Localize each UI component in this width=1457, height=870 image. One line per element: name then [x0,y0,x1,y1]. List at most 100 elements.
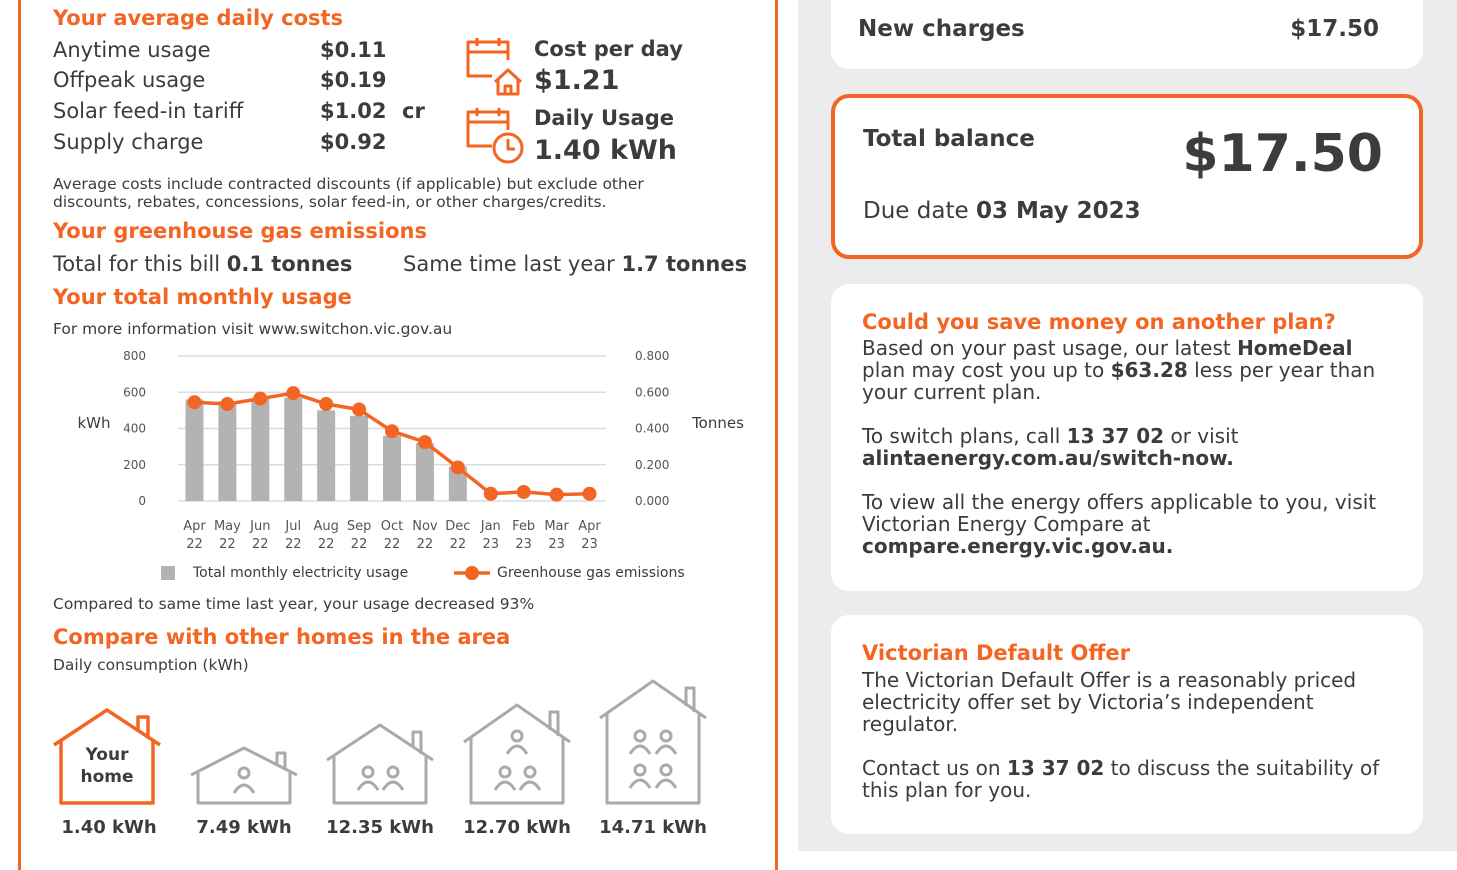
daily-usage-value: 1.40 kWh [534,135,677,166]
compare-homes-heading: Compare with other homes in the area [53,625,511,649]
text-span: plan may cost you up to [862,358,1111,382]
y-tick-label: 200 [123,458,146,472]
x-tick-label: Apr [578,519,601,534]
house-three-people-icon [463,703,571,805]
default-offer-heading: Victorian Default Offer [862,641,1130,665]
your-home-icon [53,708,161,805]
home-consumption-value: 7.49 kWh [196,817,292,838]
cost-row-label: Offpeak usage [53,68,206,92]
left-panel [18,0,778,870]
x-tick-label: 22 [384,537,401,552]
x-tick-label: 22 [186,537,203,552]
emissions-point [385,424,399,439]
credit-suffix: cr [402,99,425,123]
legend-line-marker [465,566,479,580]
usage-bar [284,397,303,501]
usage-bar [350,415,369,501]
x-tick-label: 22 [417,537,434,552]
cost-row-label: Anytime usage [53,38,211,62]
x-tick-label: Nov [412,519,438,534]
y2-tick-label: 0.600 [635,385,669,399]
house-one-person-icon [190,746,298,805]
y-axis-label: kWh [77,414,110,432]
x-tick-label: Aug [313,519,338,534]
usage-bar [415,443,434,501]
phone-number: 13 37 02 [1066,424,1165,448]
new-charges-label: New charges [858,16,1025,42]
emissions-point [352,402,367,417]
total-balance-card: Total balance $17.50 Due date 03 May 202… [831,94,1423,259]
default-offer-paragraph: The Victorian Default Offer is a reasona… [862,668,1357,736]
y2-tick-label: 0.200 [635,458,669,472]
default-offer-card: Victorian Default Offer The Victorian De… [831,615,1423,834]
y-tick-label: 600 [123,385,146,399]
legend-line-label: Greenhouse gas emissions [497,565,685,581]
contact-paragraph: Contact us on 13 37 02 to discuss the su… [862,757,1392,801]
emissions-last-year-value: 1.7 tonnes [621,252,748,276]
x-tick-label: 22 [351,537,368,552]
x-tick-label: Mar [544,519,569,534]
total-balance-label: Total balance [863,126,1035,152]
x-tick-label: 22 [450,537,467,552]
due-date-label: Due date [863,198,969,224]
x-tick-label: 22 [252,537,269,552]
daily-costs-heading: Your average daily costs [53,6,344,30]
cost-row-value: $0.92 [320,130,387,154]
x-tick-label: Dec [445,519,470,534]
x-tick-label: Jul [284,519,301,534]
text-span: to discuss the suitability of this plan … [862,756,1380,802]
new-charges-card: New charges $17.50 [831,0,1423,69]
total-balance-value: $17.50 [1182,124,1383,184]
house-four-people-icon [599,679,707,805]
cost-per-day-value: $1.21 [534,65,620,96]
costs-note: Average costs include contracted discoun… [53,175,644,211]
cost-row-label: Supply charge [53,130,204,154]
monthly-info: For more information visit www.switchon.… [53,320,453,338]
cost-row-label: Solar feed-in tariff [53,99,244,123]
your-home-label-line: Your [85,745,129,765]
cost-row-value: $0.19 [320,68,387,92]
save-money-card: Could you save money on another plan? Ba… [831,284,1423,591]
home-consumption-value: 14.71 kWh [599,817,707,838]
y-tick-label: 400 [123,422,146,436]
y2-tick-label: 0.000 [635,494,669,508]
usage-bar [185,399,204,501]
cost-row-value: $1.02 [320,99,387,123]
emissions-bill: Total for this bill 0.1 tonnes [53,252,352,276]
x-tick-label: 23 [482,537,499,552]
x-tick-label: 23 [581,537,598,552]
x-tick-label: 22 [318,537,335,552]
y2-tick-label: 0.800 [635,349,669,363]
x-tick-label: Sep [347,519,372,534]
emissions-point [417,435,432,450]
due-date-value: 03 May 2023 [975,198,1141,224]
savings-amount: $63.28 [1110,358,1188,382]
emissions-point [582,486,597,501]
y2-axis-label: Tonnes [691,414,744,432]
emissions-point [450,460,465,475]
compare-paragraph: To view all the energy offers applicable… [862,491,1392,557]
calendar-home-icon [466,38,523,96]
usage-bar [317,410,336,501]
your-home-label-line: home [80,767,134,787]
switch-link[interactable]: alintaenergy.com.au/switch-now. [862,446,1234,470]
save-money-paragraph: Based on your past usage, our latest Hom… [862,337,1392,403]
emissions-last-year-label: Same time last year [403,252,615,276]
emissions-point [483,486,498,501]
emissions-last-year: Same time last year 1.7 tonnes [403,252,747,276]
legend-bar-swatch [161,566,175,580]
emissions-point [253,391,268,406]
emissions-point [286,386,301,401]
compare-link[interactable]: compare.energy.vic.gov.au. [862,534,1174,558]
calendar-clock-icon [466,108,524,164]
x-tick-label: 22 [285,537,302,552]
plan-name: HomeDeal [1237,336,1353,360]
text-span: less per year than your current plan. [862,358,1376,404]
cost-row-value: $0.11 [320,38,387,62]
text-span: Contact us on [862,756,1007,780]
switch-plans-paragraph: To switch plans, call 13 37 02 or visit a… [862,425,1392,469]
text-span: or visit [1164,424,1239,448]
your-home-label: Your home [53,744,161,788]
x-tick-label: Apr [183,519,206,534]
usage-bar [218,401,237,501]
